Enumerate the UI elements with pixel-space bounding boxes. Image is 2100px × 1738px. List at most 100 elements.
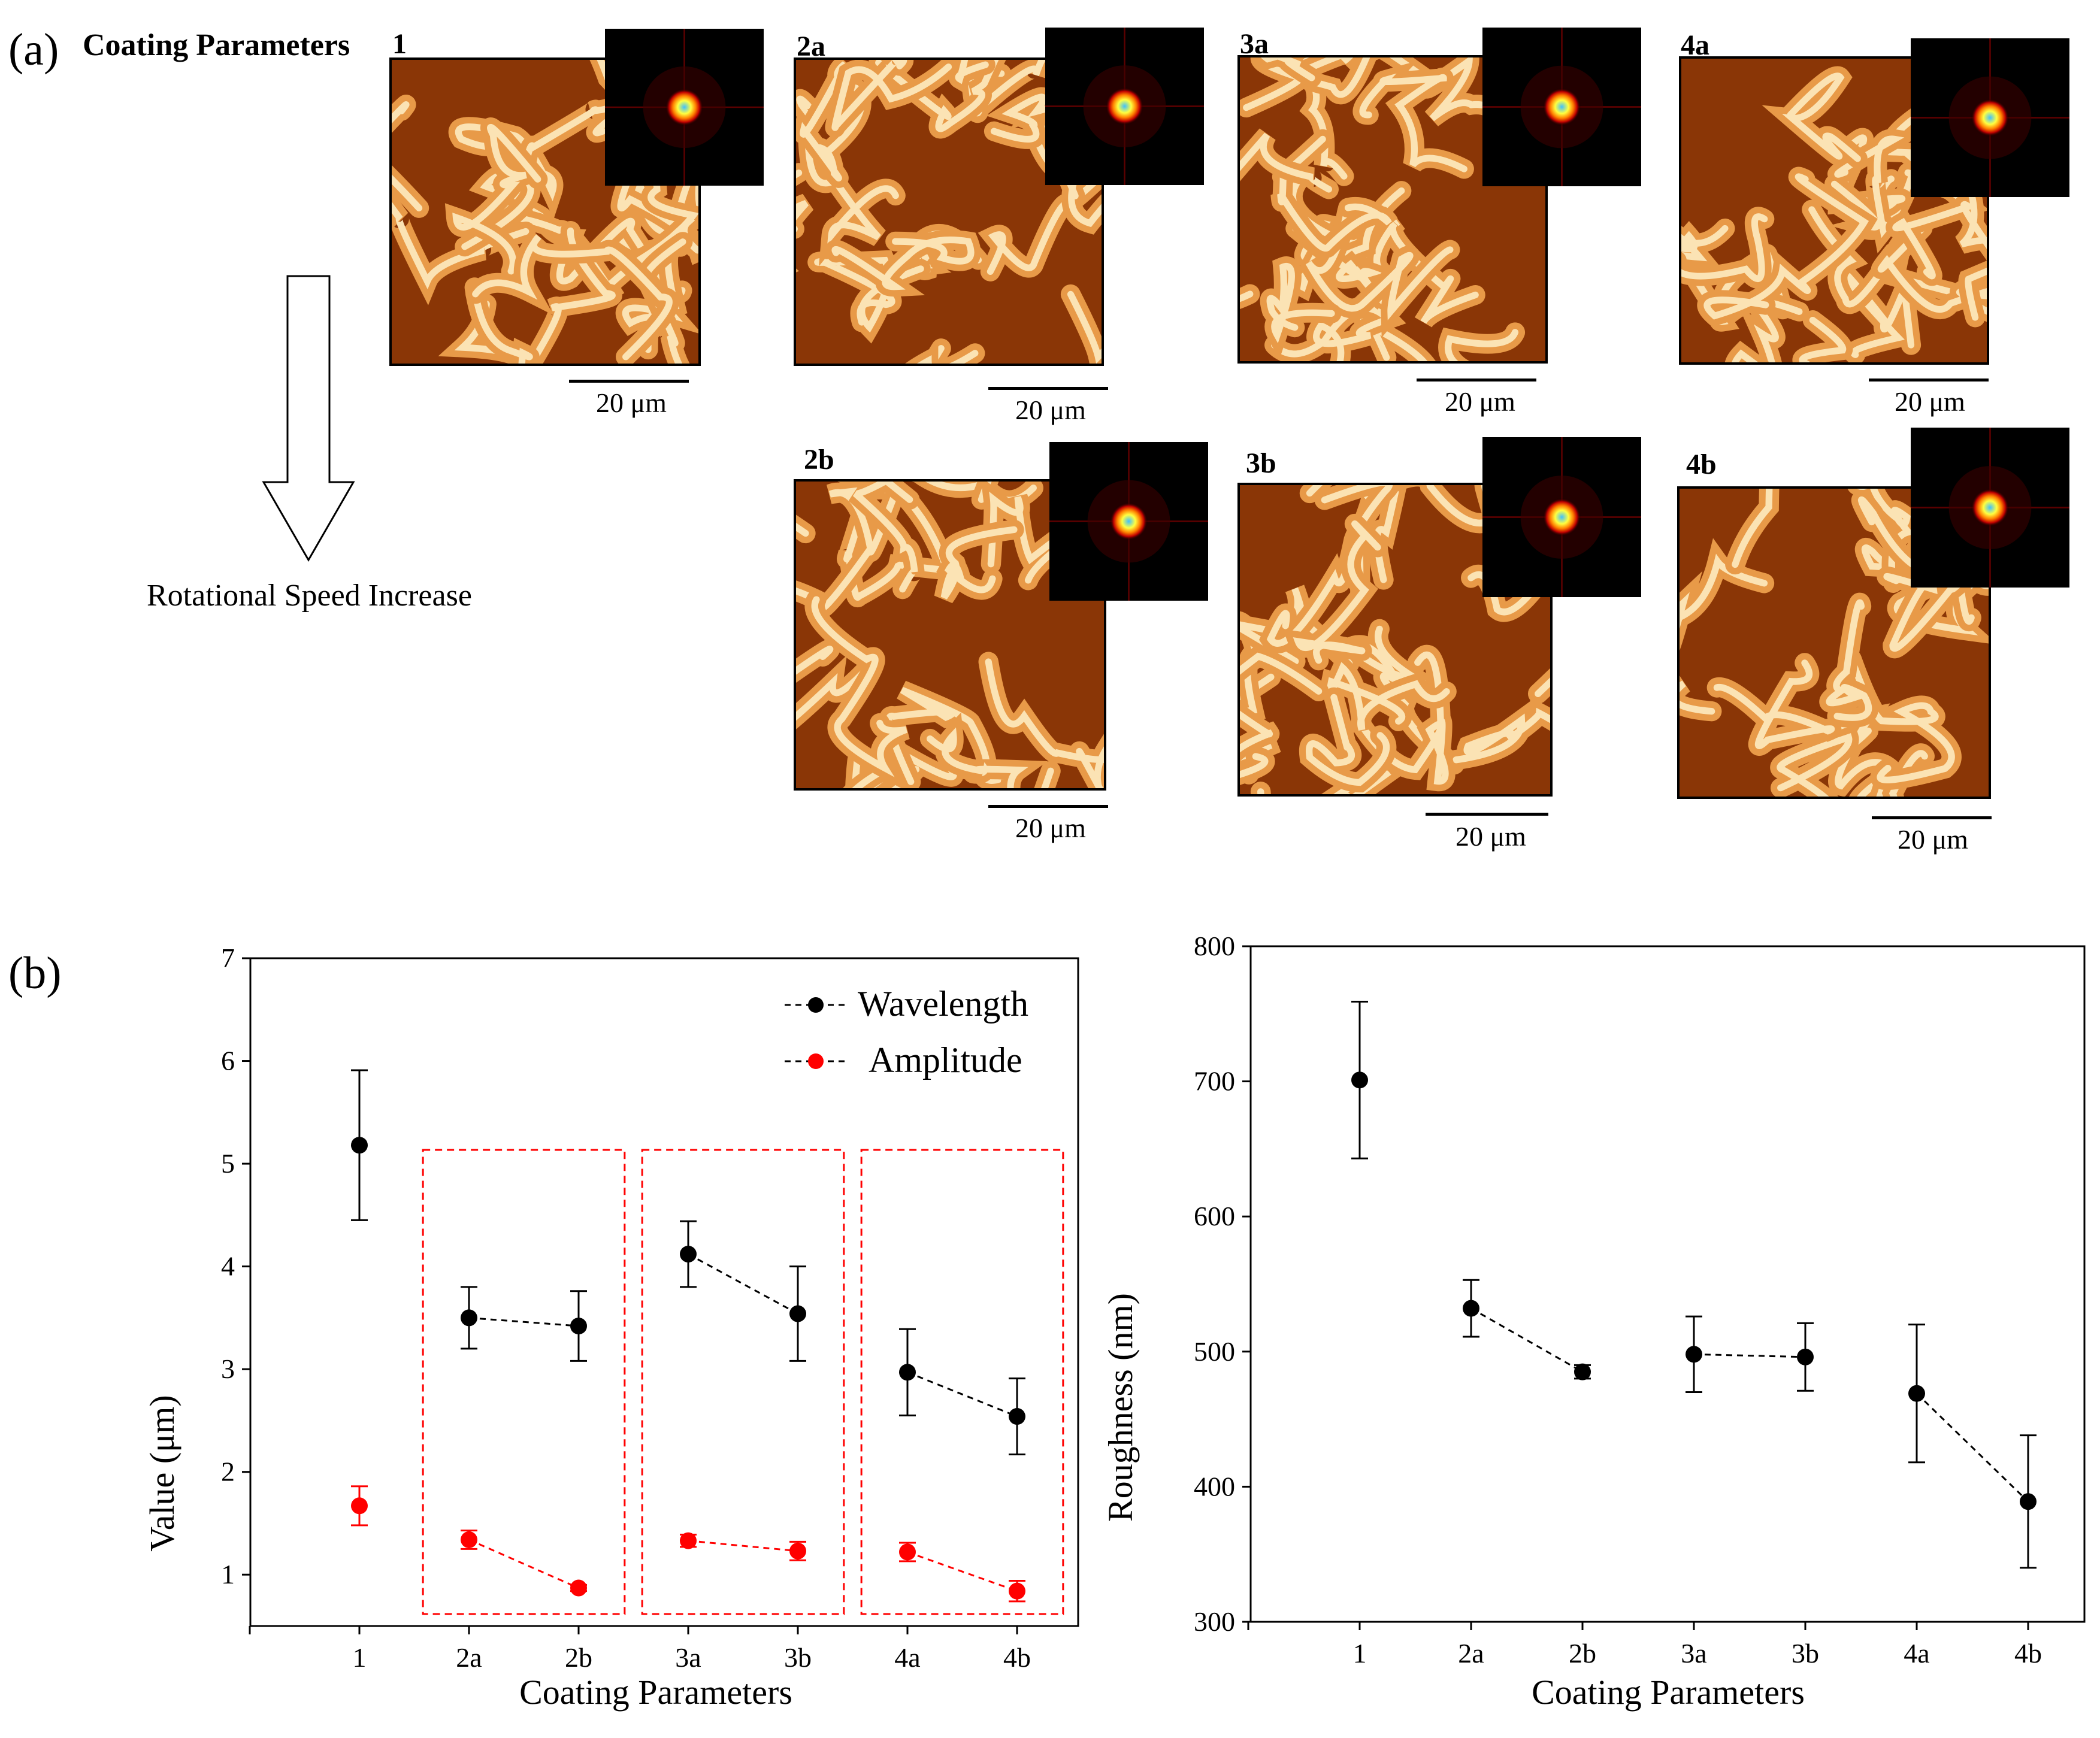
- scale-label-1: 20 μm: [596, 387, 667, 418]
- rotational-speed-label: Rotational Speed Increase: [147, 579, 472, 613]
- x-tick-label-3a: 3a: [675, 1642, 701, 1673]
- scale-label-4b: 20 μm: [1898, 824, 1968, 855]
- amplitude-connector: [688, 1540, 798, 1552]
- scale-label-2b: 20 μm: [1015, 813, 1086, 843]
- roughness-point-3b: [1797, 1348, 1814, 1365]
- roughness-connector: [1916, 1392, 2029, 1503]
- x-tick-label-4b: 4b: [1003, 1642, 1031, 1673]
- fft-inset-3b: [1482, 437, 1641, 597]
- image-label-4a: 4a: [1681, 29, 1709, 61]
- wavelength-connector: [468, 1316, 579, 1327]
- x-tick-label-1: 1: [1353, 1638, 1367, 1669]
- x-tick-label-4a: 4a: [894, 1642, 920, 1673]
- plot-frame: [1249, 945, 2086, 1623]
- scale-label-4a: 20 μm: [1895, 386, 1965, 417]
- roughness-point-2a: [1463, 1300, 1479, 1317]
- y-tick-label: 400: [1194, 1471, 1235, 1501]
- plot-frame: [249, 957, 1079, 1627]
- rotational-speed-arrow-icon: [262, 275, 355, 562]
- scale-bar-3b: [1426, 813, 1548, 816]
- wavelength-point-3b: [789, 1305, 806, 1322]
- y-tick-label: 3: [221, 1354, 235, 1384]
- scale-bar-2a: [988, 387, 1108, 390]
- y-tick-label: 7: [221, 943, 235, 973]
- amplitude-point-4a: [899, 1543, 916, 1561]
- wavelength-connector: [907, 1371, 1018, 1418]
- highlight-box-2: [641, 1149, 845, 1615]
- wavelength-point-2b: [570, 1318, 587, 1335]
- scale-bar-3a: [1417, 379, 1536, 381]
- fft-inset-1: [605, 29, 764, 186]
- highlight-box-1: [422, 1149, 626, 1615]
- x-tick-label-2a: 2a: [456, 1642, 482, 1673]
- y-tick-label: 4: [221, 1251, 235, 1282]
- y-tick-label: 5: [221, 1148, 235, 1179]
- y-tick-label: 6: [221, 1046, 235, 1076]
- roughness-connector: [1693, 1353, 1806, 1358]
- y-tick-label: 700: [1194, 1066, 1235, 1097]
- fft-inset-4a: [1911, 38, 2069, 197]
- scale-bar-4a: [1869, 379, 1989, 381]
- fft-inset-4b: [1911, 428, 2069, 588]
- amplitude-point-4b: [1009, 1582, 1025, 1600]
- left-legend: Wavelength Amplitude: [785, 984, 1028, 1080]
- image-label-4b: 4b: [1686, 449, 1717, 480]
- amplitude-point-2b: [570, 1579, 587, 1597]
- x-tick-label-4b: 4b: [2014, 1638, 2042, 1669]
- wavelength-point-2a: [461, 1309, 477, 1327]
- fft-inset-2b: [1049, 442, 1208, 601]
- left-x-axis-title: Coating Parameters: [519, 1673, 792, 1712]
- y-tick-label: 800: [1194, 931, 1235, 961]
- roughness-chart: 300 400 500 600 700 800 1 2a 2b 3a 3b 4a 4b Coating …: [1108, 931, 2086, 1712]
- image-label-2b: 2b: [804, 444, 834, 476]
- highlight-box-3: [860, 1149, 1064, 1615]
- scale-label-3b: 20 μm: [1456, 821, 1526, 852]
- image-label-3a: 3a: [1240, 28, 1269, 60]
- x-tick-label-2a: 2a: [1458, 1638, 1484, 1669]
- scale-label-3a: 20 μm: [1445, 386, 1515, 417]
- fft-inset-2a: [1045, 28, 1204, 185]
- x-tick-label-2b: 2b: [1569, 1638, 1596, 1669]
- y-tick-label: 300: [1194, 1606, 1235, 1637]
- wavelength-point-4a: [899, 1364, 916, 1381]
- afm-image-3a: [1237, 55, 1548, 364]
- x-tick-label-3a: 3a: [1681, 1638, 1706, 1669]
- amplitude-connector: [468, 1539, 579, 1589]
- panel-a-label: (a): [8, 25, 59, 75]
- legend-wavelength-label: Wavelength: [858, 984, 1028, 1024]
- coating-parameters-title: Coating Parameters: [83, 28, 350, 62]
- roughness-point-2b: [1574, 1363, 1591, 1380]
- left-y-axis-title: Value (μm): [143, 1395, 181, 1551]
- x-tick-label-3b: 3b: [1792, 1638, 1819, 1669]
- wavelength-point-3a: [680, 1246, 697, 1263]
- legend-amplitude-label: Amplitude: [869, 1040, 1022, 1080]
- y-tick-label: 600: [1194, 1201, 1235, 1231]
- scale-bar-4b: [1872, 816, 1992, 819]
- amplitude-point-1: [351, 1497, 368, 1515]
- roughness-point-1: [1351, 1071, 1368, 1089]
- roughness-point-3a: [1686, 1346, 1702, 1363]
- x-tick-label-3b: 3b: [784, 1642, 812, 1673]
- image-label-3b: 3b: [1246, 447, 1276, 479]
- image-label-2a: 2a: [797, 31, 825, 62]
- wavelength-connector: [688, 1253, 798, 1315]
- roughness-point-4a: [1908, 1385, 1925, 1402]
- amplitude-connector: [907, 1551, 1018, 1592]
- x-tick-label-2b: 2b: [565, 1642, 592, 1673]
- scale-bar-2b: [988, 805, 1108, 808]
- amplitude-point-3a: [680, 1532, 697, 1549]
- amplitude-point-2a: [461, 1531, 477, 1548]
- y-tick-label: 500: [1194, 1336, 1235, 1367]
- x-tick-label-4a: 4a: [1904, 1638, 1929, 1669]
- wavelength-point-4b: [1009, 1408, 1025, 1425]
- panel-b-label: (b): [8, 948, 62, 998]
- wavelength-point-1: [351, 1137, 368, 1154]
- fft-inset-3a: [1482, 28, 1641, 186]
- scale-label-2a: 20 μm: [1015, 395, 1086, 425]
- scale-bar-1: [569, 380, 689, 383]
- x-tick-label-1: 1: [353, 1642, 367, 1673]
- afm-image-3b: [1237, 483, 1553, 797]
- image-label-1: 1: [392, 28, 407, 60]
- right-y-axis-title: Roughness (nm): [1108, 1293, 1140, 1522]
